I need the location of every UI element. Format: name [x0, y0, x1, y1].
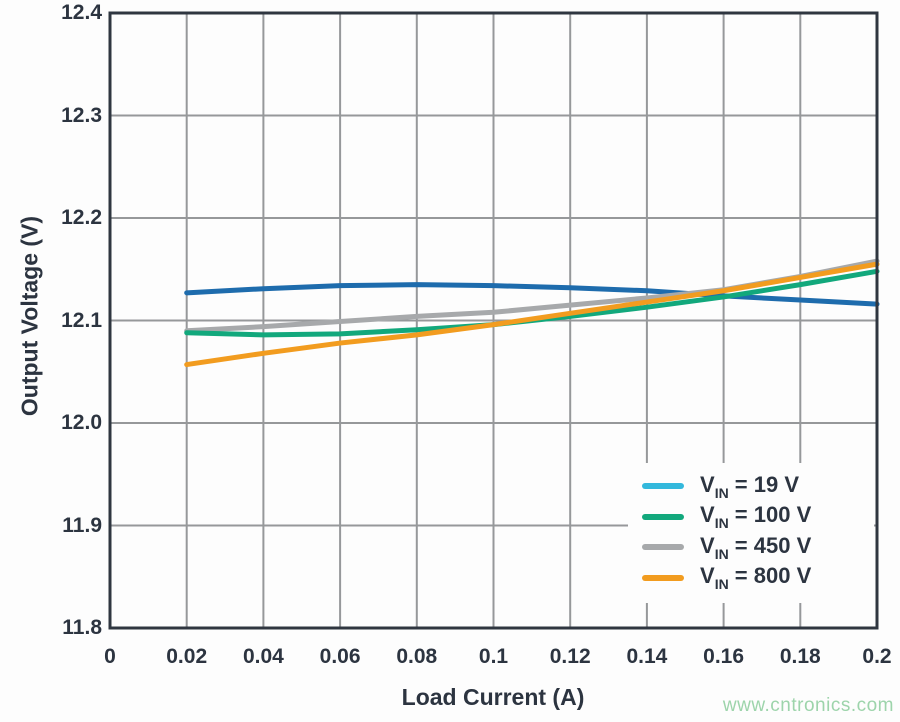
y-tick-label: 12.4: [61, 1, 102, 24]
watermark: www.cntronics.com: [722, 695, 894, 716]
x-tick-label: 0.06: [319, 645, 361, 668]
legend-item-vin-450: VIN = 450 V: [628, 532, 874, 563]
x-tick-label: 0.18: [779, 645, 821, 668]
series-line-vin-800: [184, 261, 880, 368]
legend-item-vin-100: VIN = 100 V: [628, 502, 874, 533]
y-axis-title: Output Voltage (V): [16, 215, 43, 417]
y-tick-label: 11.8: [62, 616, 102, 639]
x-tick-label: 0.04: [242, 645, 284, 668]
legend-label-vin-800: VIN = 800 V: [700, 563, 812, 593]
legend-swatch-vin-100: [642, 513, 684, 520]
x-tick-label: 0.1: [478, 645, 509, 668]
x-tick-label: 0.08: [396, 645, 438, 668]
legend-label-vin-19: VIN = 19 V: [700, 471, 800, 501]
y-tick-label: 12.1: [61, 308, 102, 332]
series-line-vin-19: [184, 282, 880, 307]
x-tick-label: 0.02: [166, 645, 208, 668]
x-tick-label: 0.14: [626, 645, 668, 668]
x-tick-label: 0.16: [703, 645, 745, 668]
y-tick-label: 12.0: [61, 411, 102, 434]
legend-swatch-vin-19: [642, 483, 684, 490]
plot-border: [108, 11, 879, 630]
legend-swatch-vin-450: [642, 544, 684, 551]
y-tick-label: 12.2: [61, 206, 102, 229]
x-axis-title: Load Current (A): [401, 684, 585, 710]
legend: VIN = 19 V VIN = 100 V VIN = 450 V VIN =…: [628, 463, 874, 603]
legend-label-vin-450: VIN = 450 V: [700, 532, 812, 562]
legend-item-vin-19: VIN = 19 V: [628, 471, 874, 502]
y-tick-label: 11.9: [62, 513, 102, 537]
legend-swatch-vin-800: [642, 574, 684, 581]
x-tick-label: 0: [104, 645, 116, 668]
x-tick-label: 0.12: [549, 645, 591, 668]
x-tick-label: 0.2: [862, 645, 892, 668]
legend-item-vin-800: VIN = 800 V: [628, 563, 874, 594]
y-tick-label: 12.3: [61, 103, 102, 127]
legend-label-vin-100: VIN = 100 V: [700, 502, 812, 532]
